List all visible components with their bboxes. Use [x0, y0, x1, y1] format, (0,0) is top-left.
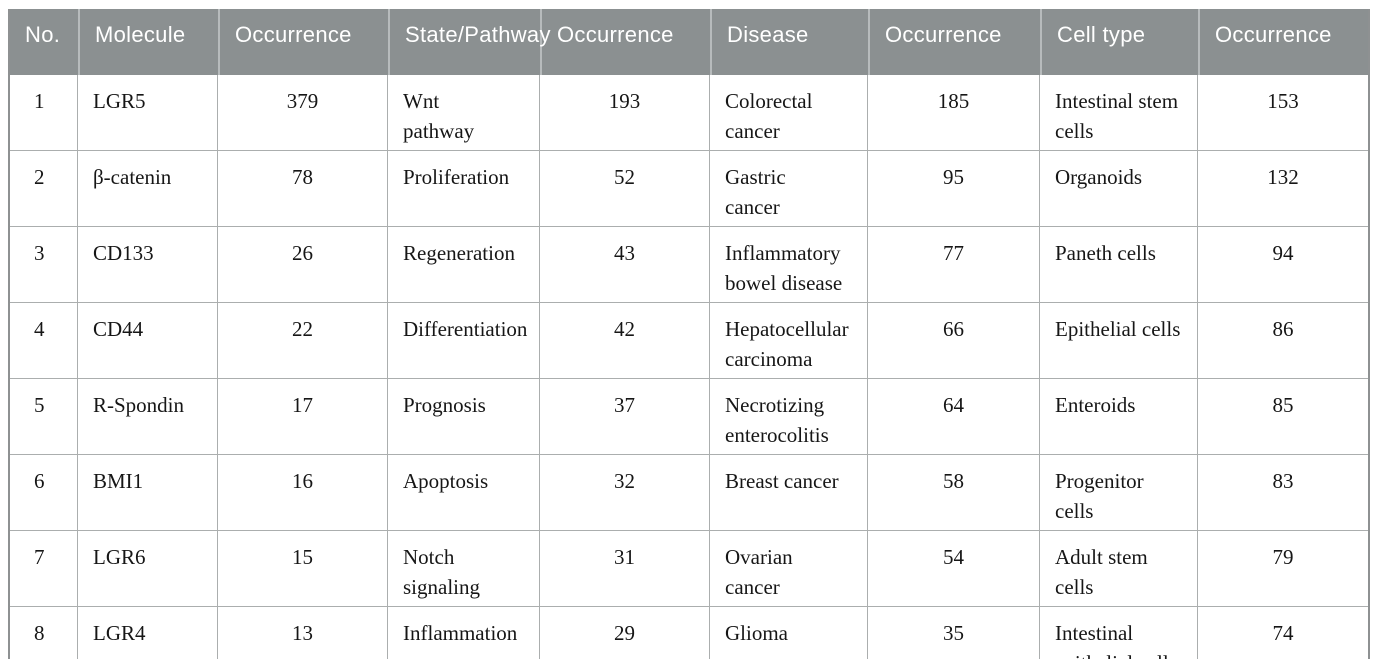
cell-state-pathway: Regeneration — [388, 227, 540, 303]
cell-occurrence-4: 132 — [1198, 151, 1368, 227]
cell-occurrence-3: 66 — [868, 303, 1040, 379]
cell-state-pathway: Wnt pathway — [388, 75, 540, 151]
cell-no: 3 — [10, 227, 78, 303]
cell-occurrence-4: 85 — [1198, 379, 1368, 455]
cell-disease: Ovarian cancer — [710, 531, 868, 607]
column-header-disease: Disease — [710, 9, 868, 75]
cell-occurrence-2: 32 — [540, 455, 710, 531]
cell-occurrence-3: 64 — [868, 379, 1040, 455]
cell-occurrence-1: 16 — [218, 455, 388, 531]
column-header-no: No. — [10, 9, 78, 75]
cell-occurrence-3: 54 — [868, 531, 1040, 607]
cell-occurrence-1: 17 — [218, 379, 388, 455]
table-row: 6 BMI1 16 Apoptosis 32 Breast cancer 58 Progeni… — [10, 455, 1368, 531]
occurrence-table-wrapper: No. Molecule Occurrence State/Pathway Oc… — [8, 9, 1370, 659]
table-row: 1 LGR5 379 Wnt pathway 193 Colorectal cancer 1… — [10, 75, 1368, 151]
cell-occurrence-3: 35 — [868, 607, 1040, 659]
cell-occurrence-3: 185 — [868, 75, 1040, 151]
cell-no: 8 — [10, 607, 78, 659]
column-header-occurrence-4: Occurrence — [1198, 9, 1368, 75]
cell-molecule: LGR4 — [78, 607, 218, 659]
cell-disease: Hepatocellular carcinoma — [710, 303, 868, 379]
cell-molecule: R-Spondin — [78, 379, 218, 455]
column-header-occurrence-3: Occurrence — [868, 9, 1040, 75]
cell-occurrence-1: 26 — [218, 227, 388, 303]
cell-occurrence-2: 31 — [540, 531, 710, 607]
cell-occurrence-4: 83 — [1198, 455, 1368, 531]
header-row: No. Molecule Occurrence State/Pathway Oc… — [10, 9, 1368, 75]
column-header-cell-type: Cell type — [1040, 9, 1198, 75]
cell-molecule: CD133 — [78, 227, 218, 303]
cell-cell-type: Intestinal stem cells — [1040, 75, 1198, 151]
cell-cell-type: Epithelial cells — [1040, 303, 1198, 379]
cell-state-pathway: Apoptosis — [388, 455, 540, 531]
cell-occurrence-4: 94 — [1198, 227, 1368, 303]
cell-cell-type: Enteroids — [1040, 379, 1198, 455]
cell-occurrence-4: 153 — [1198, 75, 1368, 151]
column-header-occurrence-2: Occurrence — [540, 9, 710, 75]
table-row: 3 CD133 26 Regeneration 43 Inflammatory bowel… — [10, 227, 1368, 303]
cell-disease: Necrotizing enterocolitis — [710, 379, 868, 455]
cell-state-pathway: Differentiation — [388, 303, 540, 379]
cell-no: 4 — [10, 303, 78, 379]
cell-state-pathway: Prognosis — [388, 379, 540, 455]
cell-occurrence-1: 22 — [218, 303, 388, 379]
cell-occurrence-1: 15 — [218, 531, 388, 607]
cell-occurrence-3: 95 — [868, 151, 1040, 227]
cell-occurrence-2: 43 — [540, 227, 710, 303]
cell-cell-type: Progenitor cells — [1040, 455, 1198, 531]
table-row: 2 β-catenin 78 Proliferation 52 Gastric cance… — [10, 151, 1368, 227]
cell-no: 1 — [10, 75, 78, 151]
cell-molecule: LGR5 — [78, 75, 218, 151]
occurrence-table: No. Molecule Occurrence State/Pathway Oc… — [10, 9, 1368, 659]
cell-no: 6 — [10, 455, 78, 531]
cell-molecule: β-catenin — [78, 151, 218, 227]
cell-cell-type: Intestinal epithelial cells — [1040, 607, 1198, 659]
table-row: 4 CD44 22 Differentiation 42 Hepatocellular c… — [10, 303, 1368, 379]
cell-state-pathway: Inflammation — [388, 607, 540, 659]
table-row: 5 R-Spondin 17 Prognosis 37 Necrotizing enter… — [10, 379, 1368, 455]
cell-occurrence-4: 79 — [1198, 531, 1368, 607]
cell-cell-type: Adult stem cells — [1040, 531, 1198, 607]
cell-no: 5 — [10, 379, 78, 455]
table-header: No. Molecule Occurrence State/Pathway Oc… — [10, 9, 1368, 75]
column-header-state-pathway: State/Pathway — [388, 9, 550, 75]
column-header-molecule: Molecule — [78, 9, 218, 75]
cell-molecule: CD44 — [78, 303, 218, 379]
cell-occurrence-3: 77 — [868, 227, 1040, 303]
cell-disease: Breast cancer — [710, 455, 868, 531]
cell-occurrence-4: 74 — [1198, 607, 1368, 659]
cell-cell-type: Organoids — [1040, 151, 1198, 227]
cell-no: 7 — [10, 531, 78, 607]
cell-occurrence-2: 42 — [540, 303, 710, 379]
cell-occurrence-4: 86 — [1198, 303, 1368, 379]
cell-disease: Colorectal cancer — [710, 75, 868, 151]
table-row: 7 LGR6 15 Notch signaling 31 Ovarian cancer 54… — [10, 531, 1368, 607]
cell-no: 2 — [10, 151, 78, 227]
cell-molecule: BMI1 — [78, 455, 218, 531]
cell-molecule: LGR6 — [78, 531, 218, 607]
cell-state-pathway: Notch signaling — [388, 531, 540, 607]
table-body: 1 LGR5 379 Wnt pathway 193 Colorectal cancer 1… — [10, 75, 1368, 659]
cell-state-pathway: Proliferation — [388, 151, 540, 227]
cell-disease: Gastric cancer — [710, 151, 868, 227]
cell-occurrence-2: 52 — [540, 151, 710, 227]
column-header-occurrence-1: Occurrence — [218, 9, 388, 75]
cell-occurrence-2: 37 — [540, 379, 710, 455]
cell-occurrence-2: 29 — [540, 607, 710, 659]
cell-cell-type: Paneth cells — [1040, 227, 1198, 303]
cell-occurrence-2: 193 — [540, 75, 710, 151]
cell-occurrence-1: 13 — [218, 607, 388, 659]
cell-occurrence-1: 379 — [218, 75, 388, 151]
cell-disease: Inflammatory bowel disease — [710, 227, 868, 303]
table-row: 8 LGR4 13 Inflammation 29 Glioma 35 Intestinal … — [10, 607, 1368, 659]
cell-disease: Glioma — [710, 607, 868, 659]
cell-occurrence-3: 58 — [868, 455, 1040, 531]
cell-occurrence-1: 78 — [218, 151, 388, 227]
